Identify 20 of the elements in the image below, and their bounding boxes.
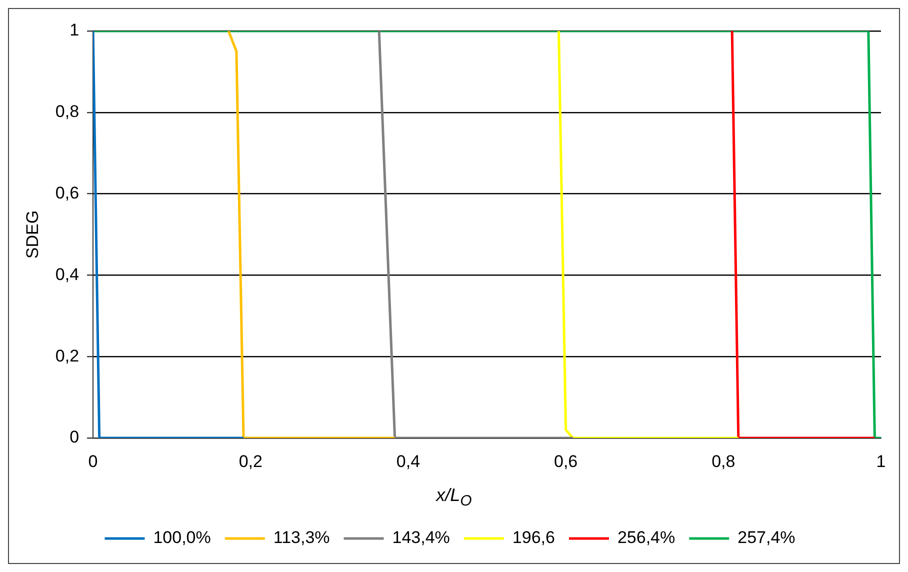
x-tick-label: 0,4 <box>396 452 420 471</box>
legend-label: 143,4% <box>392 528 450 548</box>
legend-label: 256,4% <box>617 528 676 548</box>
x-axis-title: x/L$_{O}$ <box>434 485 473 510</box>
legend-label: 257,4% <box>738 528 796 548</box>
x-tick-label: 1 <box>876 452 886 471</box>
y-tick-label: 1 <box>70 20 80 40</box>
y-tick-label: 0,6 <box>55 183 80 202</box>
legend-label: 100,0% <box>153 528 211 548</box>
x-tick-label: 0,2 <box>238 452 262 471</box>
y-tick-label: 0 <box>70 428 80 447</box>
x-tick-label: 0,6 <box>554 452 578 471</box>
y-tick-label: 0,2 <box>55 346 80 366</box>
y-tick-label: 0,8 <box>55 102 80 122</box>
x-tick-label: 0 <box>88 452 98 471</box>
legend-label: 196,6 <box>512 528 555 548</box>
x-tick-label: 0,8 <box>712 452 736 471</box>
y-axis-title: SDEG <box>22 210 42 259</box>
legend-label: 113,3% <box>273 528 330 548</box>
y-tick-label: 0,4 <box>55 264 80 284</box>
